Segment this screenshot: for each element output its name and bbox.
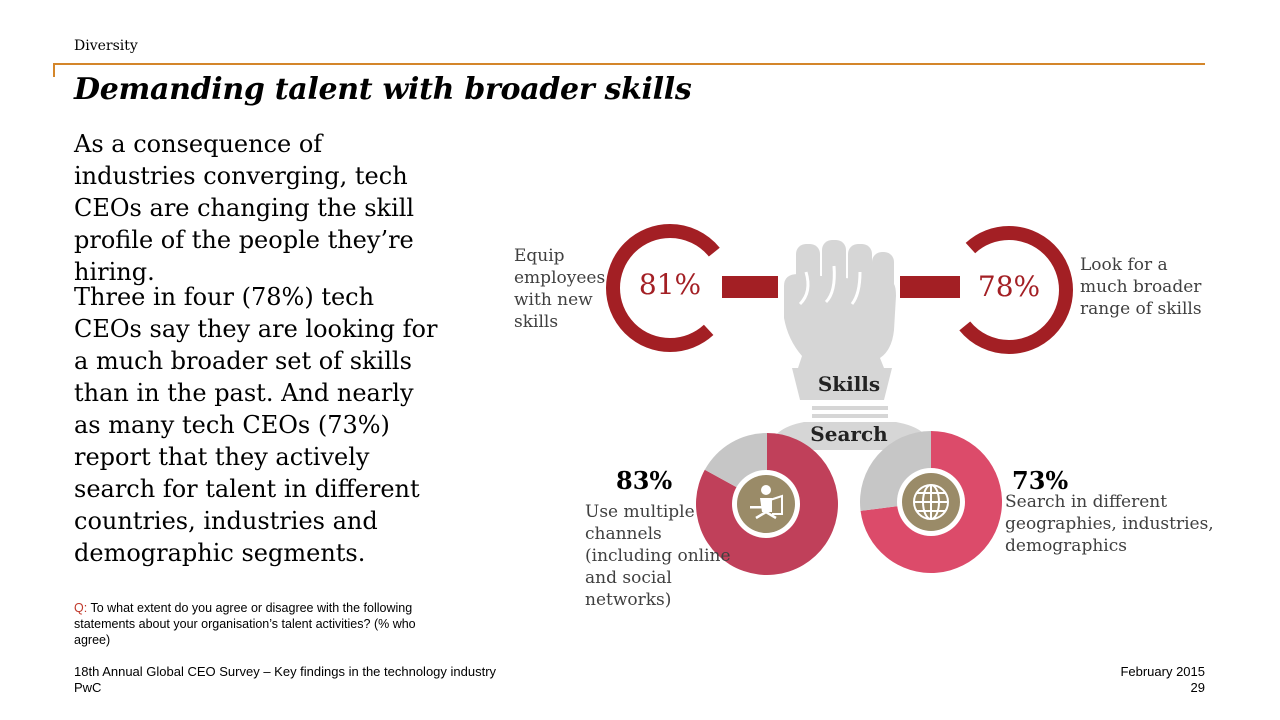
person-laptop-icon — [750, 485, 783, 520]
footer-survey: 18th Annual Global CEO Survey – Key find… — [74, 664, 497, 679]
right-connector-bar — [900, 276, 960, 298]
fist-finger-lines — [798, 265, 862, 306]
equip-caption: Equip employees with new skills — [514, 246, 606, 332]
channels-value: 83% — [616, 466, 673, 495]
broader-caption: Look for a much broader range of skills — [1080, 255, 1202, 319]
equip-ring — [606, 224, 734, 352]
equip-value: 81% — [638, 268, 702, 301]
search-dot — [838, 457, 860, 479]
broader-value: 78% — [977, 270, 1041, 303]
infographic-svg — [606, 224, 1073, 575]
question-prefix: Q: — [74, 601, 88, 615]
broader-ring — [945, 226, 1073, 354]
survey-question: Q: To what extent do you agree or disagr… — [74, 600, 446, 648]
geographies-value: 73% — [1012, 466, 1069, 495]
page-title: Demanding talent with broader skills — [74, 72, 692, 107]
skills-search-infographic: Skills Search 81% Equip employees with n… — [500, 200, 1220, 640]
section-label: Diversity — [74, 38, 138, 54]
page-number: 29 — [1190, 680, 1205, 695]
skills-label: Skills — [817, 372, 881, 396]
question-text: To what extent do you agree or disagree … — [74, 601, 416, 647]
footer-right: February 2015 29 — [1120, 664, 1205, 696]
body-paragraph-2: Three in four (78%) tech CEOs say they a… — [74, 283, 438, 567]
search-label: Search — [810, 422, 888, 446]
channels-caption: Use multiple channels (including online … — [585, 502, 731, 610]
geographies-caption: Search in different geographies, industr… — [1005, 492, 1214, 556]
body-paragraph-1: As a consequence of industries convergin… — [74, 130, 415, 286]
header-rule-tick — [53, 63, 55, 77]
left-connector-bar — [722, 276, 778, 298]
header-rule — [53, 63, 1205, 65]
footer-left: 18th Annual Global CEO Survey – Key find… — [74, 664, 496, 696]
globe-icon — [913, 484, 949, 520]
fist-icon — [768, 240, 932, 450]
footer-company: PwC — [74, 680, 102, 695]
footer-date: February 2015 — [1120, 664, 1205, 679]
